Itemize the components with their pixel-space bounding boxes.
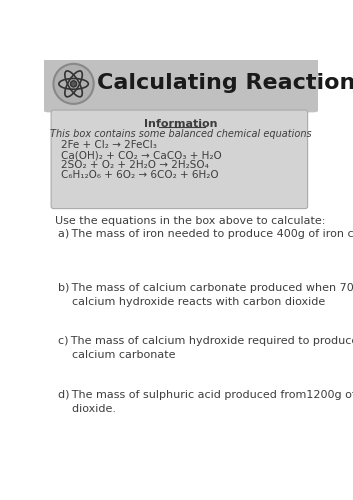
Text: a) The mass of iron needed to produce 400g of iron chloride: a) The mass of iron needed to produce 40…	[58, 228, 353, 238]
Text: 2Fe + Cl₂ → 2FeCl₃: 2Fe + Cl₂ → 2FeCl₃	[61, 140, 157, 150]
Text: d) The mass of sulphuric acid produced from1200g of sulphur
    dioxide.: d) The mass of sulphuric acid produced f…	[58, 390, 353, 414]
Text: 2SO₂ + O₂ + 2H₂O → 2H₂SO₄: 2SO₂ + O₂ + 2H₂O → 2H₂SO₄	[61, 160, 209, 170]
Circle shape	[71, 81, 77, 87]
Text: Information: Information	[144, 120, 217, 130]
FancyBboxPatch shape	[42, 56, 320, 112]
Text: b) The mass of calcium carbonate produced when 70g of
    calcium hydroxide reac: b) The mass of calcium carbonate produce…	[58, 282, 353, 306]
Text: Use the equations in the box above to calculate:: Use the equations in the box above to ca…	[55, 216, 325, 226]
Text: This box contains some balanced chemical equations: This box contains some balanced chemical…	[50, 130, 311, 140]
Text: Ca(OH)₂ + CO₂ → CaCO₃ + H₂O: Ca(OH)₂ + CO₂ → CaCO₃ + H₂O	[61, 150, 222, 160]
Text: C₆H₁₂O₆ + 6O₂ → 6CO₂ + 6H₂O: C₆H₁₂O₆ + 6O₂ → 6CO₂ + 6H₂O	[61, 170, 219, 180]
Text: c) The mass of calcium hydroxide required to produce 250g of
    calcium carbona: c) The mass of calcium hydroxide require…	[58, 336, 353, 360]
Text: Calculating Reaction Masses: Calculating Reaction Masses	[97, 73, 353, 93]
Circle shape	[53, 64, 94, 104]
FancyBboxPatch shape	[51, 110, 307, 208]
